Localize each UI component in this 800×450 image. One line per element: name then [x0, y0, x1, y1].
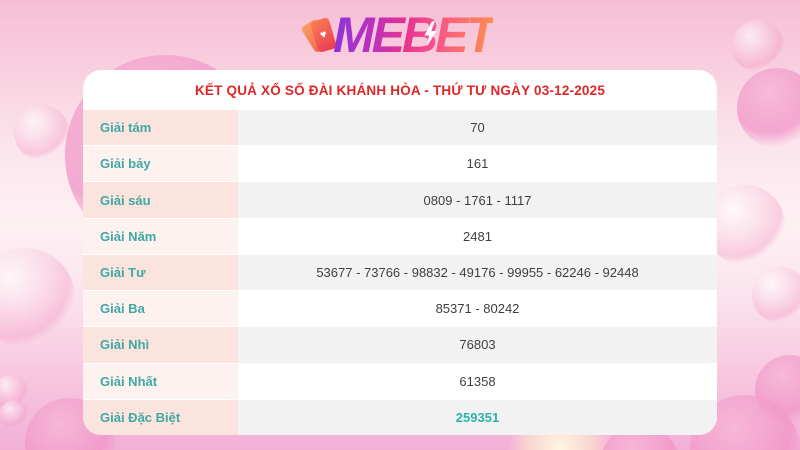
prize-value: 61358: [238, 363, 717, 399]
prize-label: Giải Ba: [83, 291, 238, 327]
table-row: Giải Ba 85371 - 80242: [83, 291, 717, 328]
bubble-decoration: [0, 375, 28, 409]
bubble-decoration: [705, 185, 785, 265]
prize-value: 0809 - 1761 - 1117: [238, 182, 717, 218]
bubble-decoration: [752, 267, 800, 323]
table-row: Giải tám 70: [83, 110, 717, 147]
bubble-decoration: [755, 355, 800, 425]
table-row: Giải Nhất 61358: [83, 363, 717, 400]
lightning-bolt-icon: [424, 21, 437, 47]
bubble-decoration: [737, 68, 800, 148]
bubble-decoration: [14, 105, 69, 160]
prize-value: 70: [238, 110, 717, 146]
prize-value: 76803: [238, 327, 717, 363]
prize-label: Giải Nhất: [83, 363, 238, 399]
table-row: Giải bảy 161: [83, 146, 717, 183]
table-row: Giải Năm 2481: [83, 218, 717, 255]
table-row: Giải Đặc Biệt 259351: [83, 399, 717, 435]
bubble-decoration: [0, 400, 28, 428]
results-title: KẾT QUẢ XỔ SỐ ĐÀI KHÁNH HÒA - THỨ TƯ NGÀ…: [194, 82, 606, 98]
prize-value: 161: [238, 146, 717, 182]
table-row: Giải Nhì 76803: [83, 327, 717, 364]
prize-value: 53677 - 73766 - 98832 - 49176 - 99955 - …: [238, 254, 717, 291]
bubble-decoration: [732, 20, 784, 72]
prize-value: 259351: [238, 399, 717, 435]
prize-label: Giải Nhì: [83, 327, 238, 363]
mebet-logo: ♥ MEBET: [300, 7, 496, 63]
table-row: Giải sáu 0809 - 1761 - 1117: [83, 182, 717, 219]
prize-label: Giải bảy: [83, 146, 238, 182]
prize-label: Giải Tư: [83, 254, 238, 291]
prize-label: Giải Năm: [83, 218, 238, 254]
table-row: Giải Tư 53677 - 73766 - 98832 - 49176 - 9…: [83, 254, 717, 292]
prize-label: Giải sáu: [83, 182, 238, 218]
prize-label: Giải tám: [83, 110, 238, 146]
prize-value: 2481: [238, 218, 717, 254]
heart-icon: ♥: [318, 27, 329, 42]
bubble-decoration: [0, 248, 75, 348]
prize-value: 85371 - 80242: [238, 291, 717, 327]
logo-text: MEBET: [333, 7, 496, 63]
prize-label: Giải Đặc Biệt: [83, 399, 238, 435]
results-table: Giải tám 70 Giải bảy 161 Giải sáu 0809 - 1761…: [83, 110, 717, 435]
lottery-results-card: KẾT QUẢ XỔ SỐ ĐÀI KHÁNH HÒA - THỨ TƯ NGÀ…: [83, 70, 717, 435]
